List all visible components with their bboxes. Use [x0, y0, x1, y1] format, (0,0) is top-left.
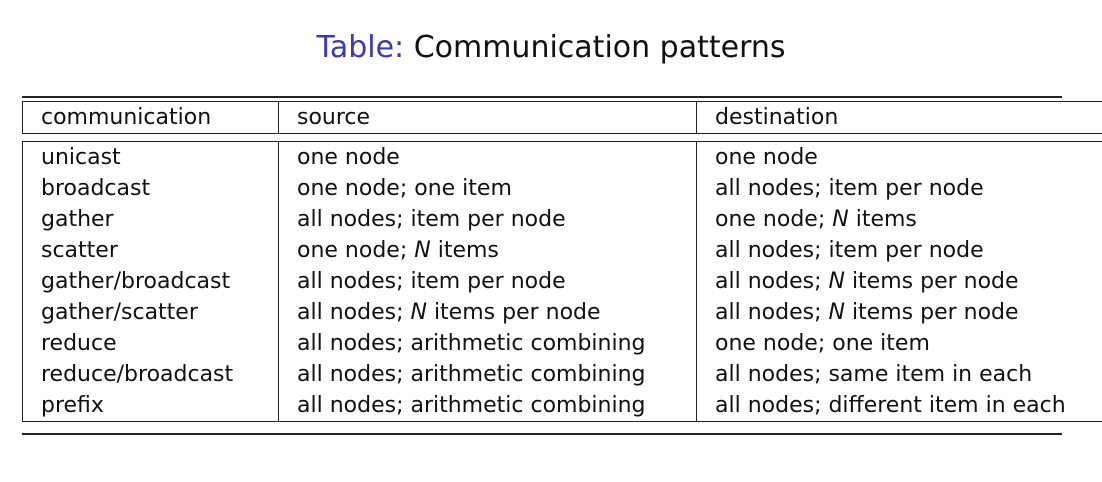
cell-source: all nodes; arithmetic combining [278, 390, 697, 422]
cell-destination: all nodes; N items per node [696, 266, 1102, 297]
cell-destination: all nodes; N items per node [696, 297, 1102, 328]
table-row: prefix all nodes; arithmetic combining all… [22, 390, 1102, 422]
table-row: reduce all nodes; arithmetic combining one… [22, 328, 1102, 359]
cell-communication: prefix [22, 390, 279, 422]
cell-communication: gather/broadcast [22, 266, 279, 297]
cell-destination: all nodes; same item in each [696, 359, 1102, 390]
table-row: gather all nodes; item per node one node; … [22, 204, 1102, 235]
table-row: gather/broadcast all nodes; item per node… [22, 266, 1102, 297]
cell-destination: one node; N items [696, 204, 1102, 235]
cell-communication: broadcast [22, 173, 279, 204]
header-source: source [278, 101, 697, 134]
table-row: gather/scatter all nodes; N items per nod… [22, 297, 1102, 328]
table-caption: Table: Communication patterns [0, 28, 1102, 68]
cell-destination: one node [696, 141, 1102, 173]
table-header: communication source destination [22, 101, 1102, 134]
cell-source: all nodes; item per node [278, 204, 697, 235]
cell-source: all nodes; arithmetic combining [278, 328, 697, 359]
cell-communication: gather/scatter [22, 297, 279, 328]
table-row: unicast one node one node [22, 141, 1102, 173]
cell-source: one node [278, 141, 697, 173]
cell-source: all nodes; item per node [278, 266, 697, 297]
cell-source: all nodes; arithmetic combining [278, 359, 697, 390]
cell-communication: scatter [22, 235, 279, 266]
caption-text: Communication patterns [413, 30, 786, 65]
caption-label: Table: [316, 30, 405, 65]
cell-source: one node; one item [278, 173, 697, 204]
bottom-rule [22, 433, 1062, 435]
cell-destination: all nodes; item per node [696, 235, 1102, 266]
cell-communication: gather [22, 204, 279, 235]
table-row: reduce/broadcast all nodes; arithmetic co… [22, 359, 1102, 390]
header-destination: destination [696, 101, 1102, 134]
table-row: broadcast one node; one item all nodes; it… [22, 173, 1102, 204]
table-row: scatter one node; N items all nodes; item … [22, 235, 1102, 266]
cell-communication: reduce [22, 328, 279, 359]
cell-source: all nodes; N items per node [278, 297, 697, 328]
cell-source: one node; N items [278, 235, 697, 266]
cell-destination: all nodes; different item in each [696, 390, 1102, 422]
table-body: unicast one node one node broadcast one node… [22, 141, 1102, 422]
cell-communication: unicast [22, 141, 279, 173]
header-row: communication source destination [22, 101, 1102, 134]
cell-communication: reduce/broadcast [22, 359, 279, 390]
header-communication: communication [22, 101, 279, 134]
cell-destination: all nodes; item per node [696, 173, 1102, 204]
top-rule [22, 96, 1062, 98]
cell-destination: one node; one item [696, 328, 1102, 359]
